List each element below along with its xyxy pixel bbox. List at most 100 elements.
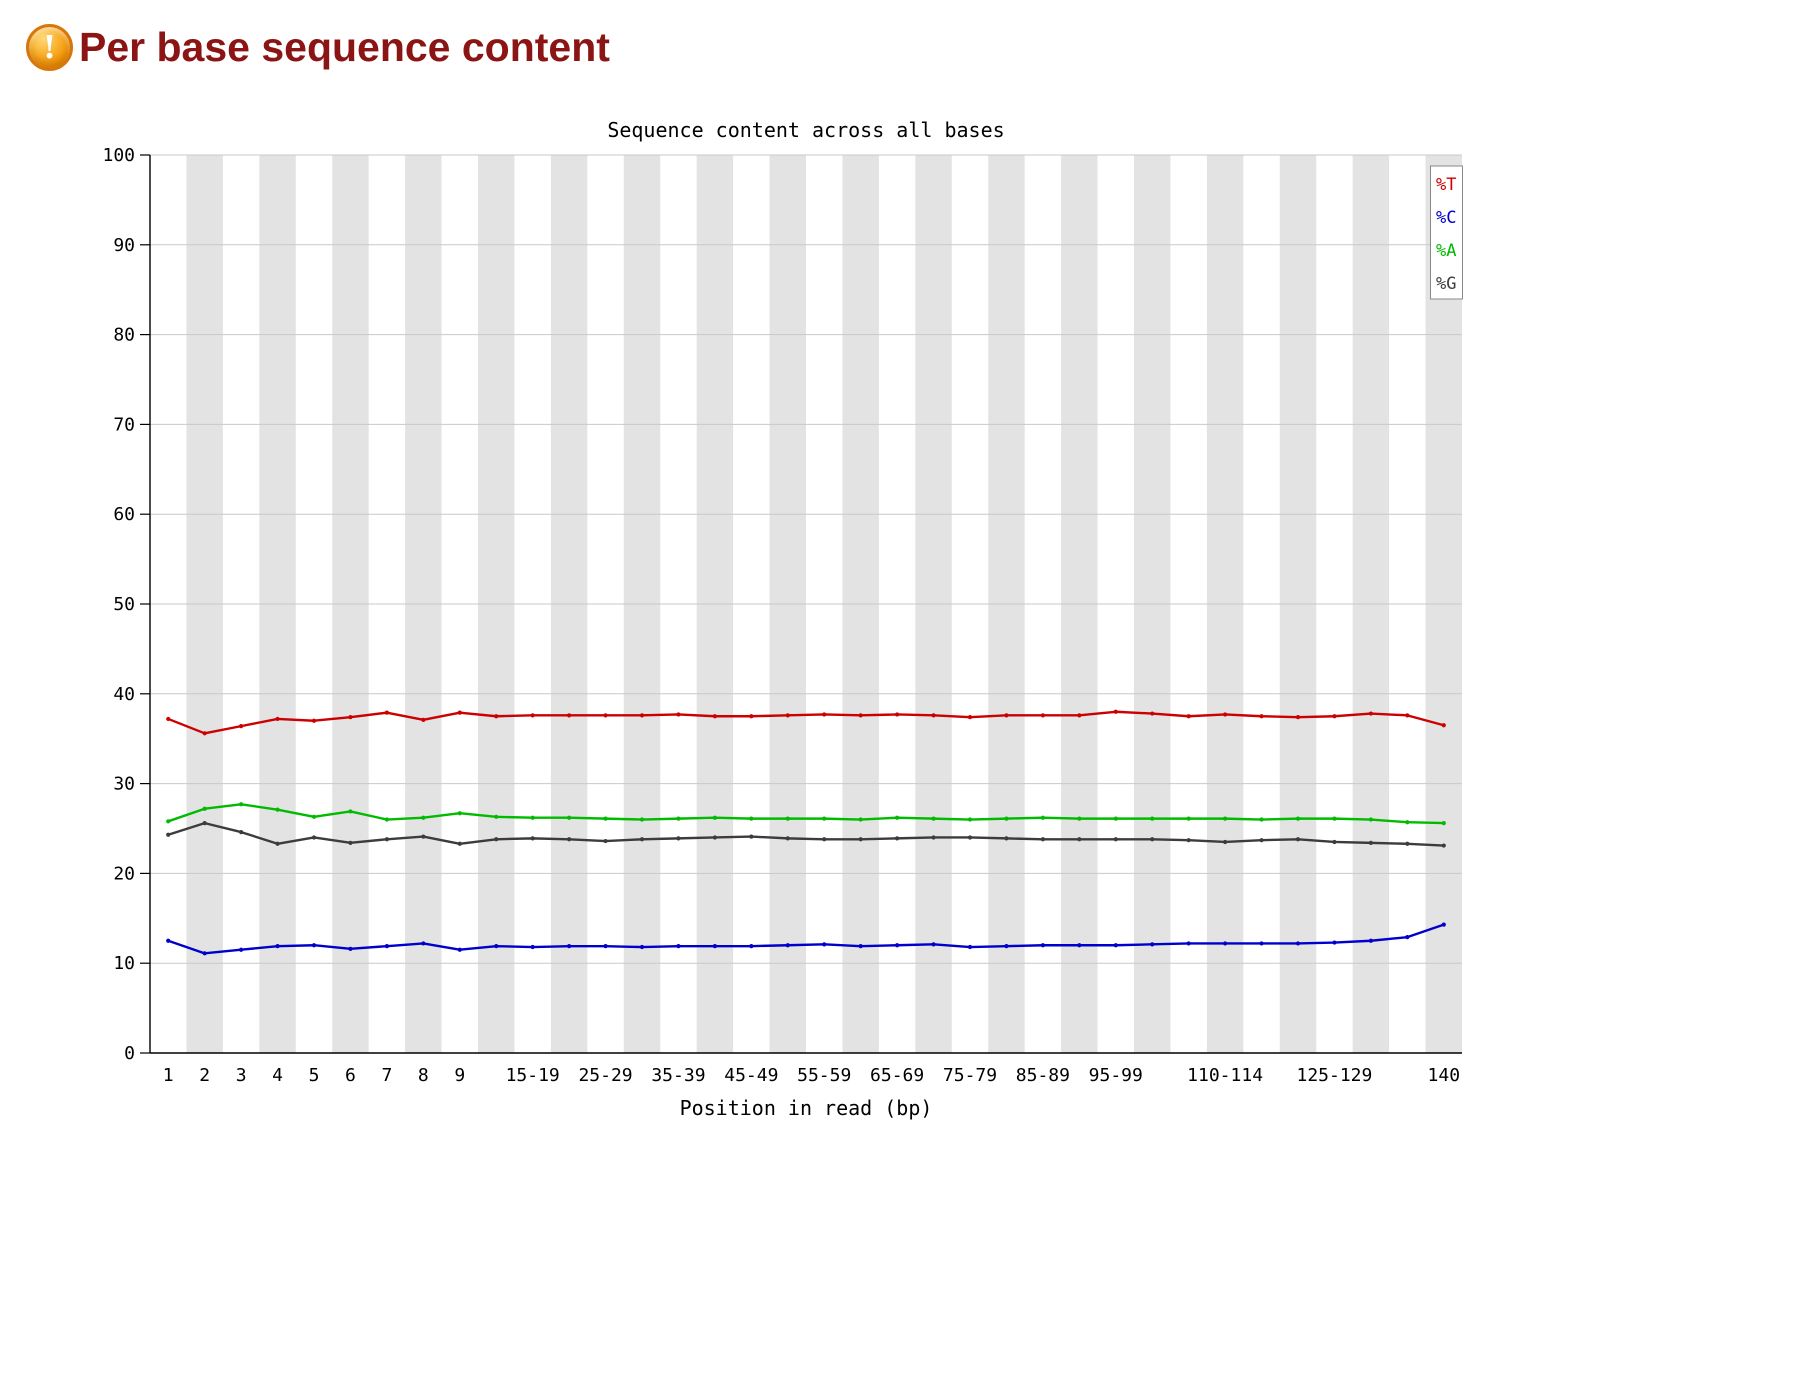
series-line xyxy=(167,923,1445,955)
series-point xyxy=(348,840,353,845)
x-tick-label: 15-19 xyxy=(506,1065,560,1086)
series-point xyxy=(1150,711,1155,716)
x-tick-label: 75-79 xyxy=(943,1065,997,1086)
series-point xyxy=(1405,713,1410,718)
series-point xyxy=(1441,922,1446,927)
section-header: ! Per base sequence content xyxy=(26,24,610,71)
series-point xyxy=(275,716,280,722)
x-tick-labels: 1 2 3 4 5 6 7 8 9 15-19 25-29 35-39 45-49 55-59 65-69 7… xyxy=(163,1065,1460,1086)
series-point xyxy=(931,713,936,718)
series-point xyxy=(1332,714,1337,719)
series-point xyxy=(1295,715,1301,720)
series-point xyxy=(749,834,754,839)
series-point xyxy=(858,944,863,949)
x-tick-label: 55-59 xyxy=(797,1065,851,1086)
series-point xyxy=(967,835,973,840)
series-point xyxy=(1113,816,1118,821)
series-point xyxy=(1223,941,1228,946)
series-point xyxy=(348,809,353,814)
series-point xyxy=(457,811,462,816)
series-point xyxy=(202,731,207,736)
series-point xyxy=(785,713,790,718)
legend-entry: %G xyxy=(1436,274,1456,294)
series-point xyxy=(530,836,535,841)
series-point xyxy=(239,802,244,807)
series-point xyxy=(858,837,863,842)
series-point xyxy=(421,941,426,946)
series-point xyxy=(384,817,389,822)
series-point xyxy=(639,817,645,822)
series-point xyxy=(822,837,827,842)
series-point xyxy=(931,816,936,821)
series-point xyxy=(1368,938,1373,943)
x-tick-label: 140 xyxy=(1428,1065,1461,1086)
series-point xyxy=(311,718,317,723)
x-tick-label: 125-129 xyxy=(1297,1065,1373,1086)
y-tick-label: 10 xyxy=(113,953,135,974)
series-point xyxy=(202,806,207,811)
y-tick-label: 50 xyxy=(113,594,135,615)
series-point xyxy=(858,713,863,718)
series-point xyxy=(931,942,936,947)
series-point xyxy=(567,815,572,820)
x-tick-label: 65-69 xyxy=(870,1065,924,1086)
series-point xyxy=(1368,840,1373,845)
series-point xyxy=(421,815,426,820)
series-point xyxy=(1259,941,1264,946)
series-point xyxy=(202,951,207,956)
series-point xyxy=(822,712,827,717)
series-point xyxy=(1223,839,1228,845)
legend-entry: %C xyxy=(1436,208,1456,228)
series-point xyxy=(1040,943,1045,948)
series-point xyxy=(457,947,462,952)
y-tick-label: 80 xyxy=(113,325,135,346)
series-point xyxy=(494,944,499,949)
chart-title: Sequence content across all bases xyxy=(607,118,1004,142)
series-point xyxy=(1405,935,1410,940)
series-point xyxy=(1368,817,1373,822)
series-point xyxy=(603,816,608,821)
series-point xyxy=(494,837,499,842)
legend-entry: %T xyxy=(1436,175,1456,195)
series-point xyxy=(311,835,317,840)
series-point xyxy=(1259,838,1264,843)
y-tick-label: 20 xyxy=(113,863,135,884)
series-point xyxy=(1004,836,1009,841)
line-series-T xyxy=(166,709,1446,736)
series-point xyxy=(785,943,790,948)
series-point xyxy=(1150,816,1155,821)
series-point xyxy=(712,835,717,840)
series-point xyxy=(967,715,973,720)
x-tick-label: 4 xyxy=(272,1065,283,1086)
x-axis-title: Position in read (bp) xyxy=(680,1096,933,1120)
y-tick-label: 70 xyxy=(113,414,135,435)
series-line xyxy=(167,803,1445,825)
x-tick-label: 5 xyxy=(309,1065,320,1086)
series-point xyxy=(1077,713,1082,718)
series-point xyxy=(1113,709,1118,714)
series-point xyxy=(567,713,572,718)
series-point xyxy=(1040,837,1045,842)
series-point xyxy=(603,944,608,949)
series-point xyxy=(348,946,353,951)
series-point xyxy=(676,712,681,717)
x-tick-label: 3 xyxy=(236,1065,247,1086)
series-point xyxy=(567,837,572,842)
series-point xyxy=(1332,940,1337,945)
y-tick-label: 100 xyxy=(102,145,135,166)
series-point xyxy=(749,714,754,719)
series-point xyxy=(1405,820,1410,825)
x-tick-label: 45-49 xyxy=(724,1065,778,1086)
x-tick-label: 1 xyxy=(163,1065,174,1086)
series-point xyxy=(895,815,900,820)
series-point xyxy=(1368,711,1373,716)
series-point xyxy=(1295,816,1301,821)
series-point xyxy=(530,713,535,718)
x-tick-label: 25-29 xyxy=(578,1065,632,1086)
series-point xyxy=(275,944,280,949)
line-series-A xyxy=(166,802,1446,826)
warning-icon: ! xyxy=(26,24,73,71)
series-line xyxy=(167,821,1445,847)
series-point xyxy=(1223,712,1228,717)
series-point xyxy=(639,837,645,842)
